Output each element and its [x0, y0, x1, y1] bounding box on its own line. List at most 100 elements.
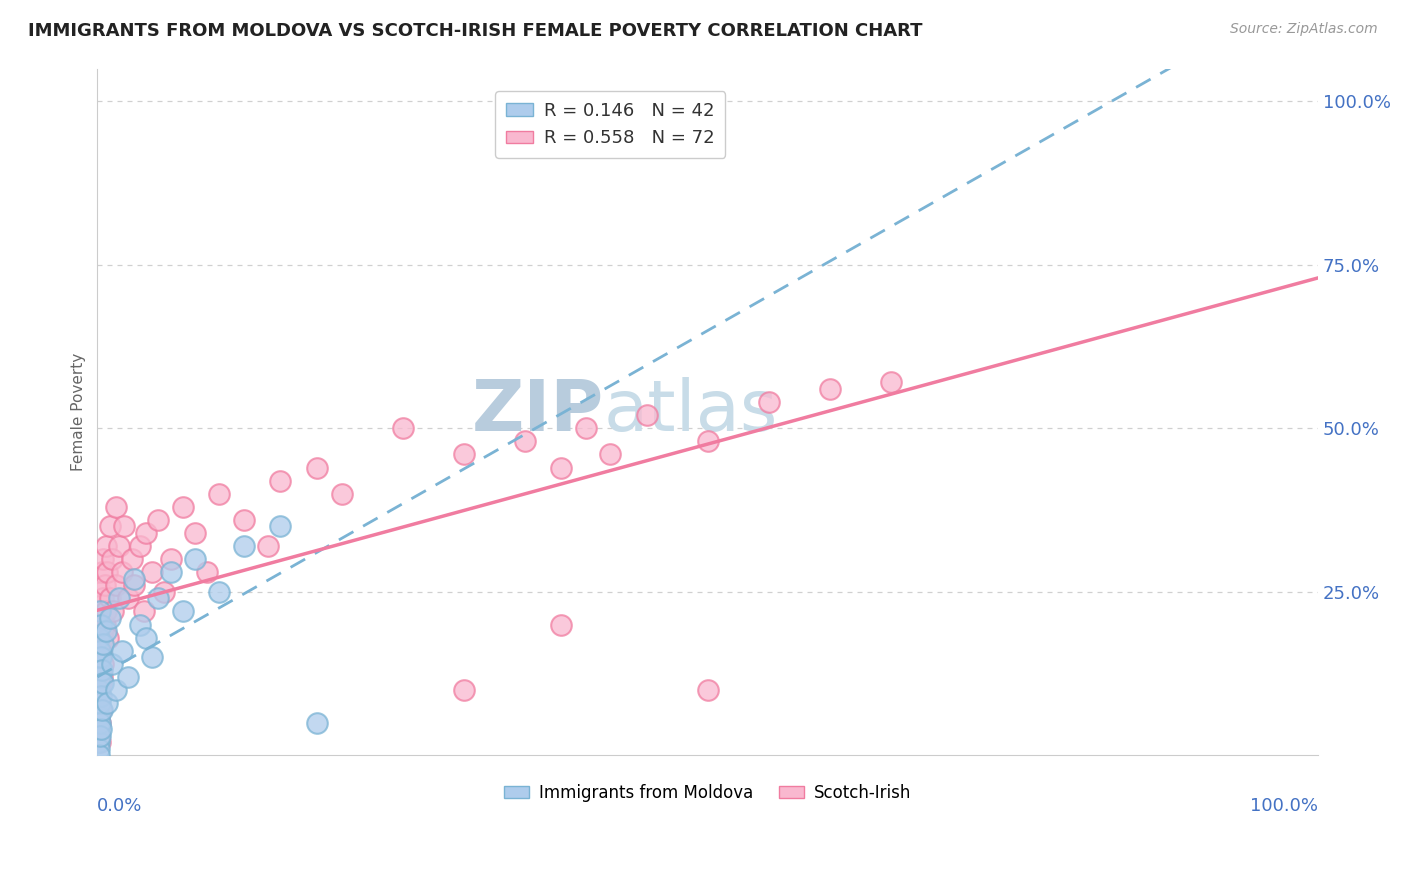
Point — [104, 578, 127, 592]
Point — [453, 682, 475, 697]
Point — [257, 539, 280, 553]
Point — [307, 460, 329, 475]
Point — [87, 735, 110, 749]
Point — [184, 525, 207, 540]
Point — [93, 657, 115, 671]
Point — [89, 715, 111, 730]
Point — [93, 624, 115, 638]
Point — [90, 617, 112, 632]
Point — [98, 611, 121, 625]
Point — [89, 643, 111, 657]
Point — [89, 604, 111, 618]
Point — [90, 617, 112, 632]
Point — [153, 584, 176, 599]
Point — [91, 631, 114, 645]
Point — [184, 552, 207, 566]
Point — [104, 682, 127, 697]
Point — [87, 682, 110, 697]
Point — [97, 631, 120, 645]
Point — [148, 513, 170, 527]
Point — [87, 657, 110, 671]
Text: Source: ZipAtlas.com: Source: ZipAtlas.com — [1230, 22, 1378, 37]
Point — [93, 617, 115, 632]
Point — [232, 513, 254, 527]
Point — [90, 650, 112, 665]
Text: IMMIGRANTS FROM MOLDOVA VS SCOTCH-IRISH FEMALE POVERTY CORRELATION CHART: IMMIGRANTS FROM MOLDOVA VS SCOTCH-IRISH … — [28, 22, 922, 40]
Point — [117, 670, 139, 684]
Legend: Immigrants from Moldova, Scotch-Irish: Immigrants from Moldova, Scotch-Irish — [498, 778, 918, 809]
Point — [89, 715, 111, 730]
Point — [696, 682, 718, 697]
Point — [599, 447, 621, 461]
Point — [101, 552, 124, 566]
Point — [91, 663, 114, 677]
Point — [575, 421, 598, 435]
Point — [111, 643, 134, 657]
Point — [89, 670, 111, 684]
Text: ZIP: ZIP — [472, 377, 605, 446]
Point — [98, 519, 121, 533]
Point — [129, 539, 152, 553]
Point — [129, 617, 152, 632]
Point — [98, 591, 121, 606]
Point — [87, 631, 110, 645]
Point — [89, 696, 111, 710]
Point — [141, 565, 163, 579]
Point — [90, 690, 112, 704]
Point — [103, 604, 125, 618]
Point — [269, 474, 291, 488]
Point — [453, 447, 475, 461]
Point — [132, 604, 155, 618]
Point — [89, 637, 111, 651]
Point — [550, 460, 572, 475]
Point — [818, 382, 841, 396]
Point — [87, 709, 110, 723]
Point — [108, 539, 131, 553]
Point — [513, 434, 536, 449]
Point — [391, 421, 413, 435]
Point — [121, 552, 143, 566]
Point — [696, 434, 718, 449]
Point — [90, 584, 112, 599]
Point — [93, 591, 115, 606]
Point — [550, 617, 572, 632]
Point — [93, 637, 115, 651]
Point — [135, 525, 157, 540]
Point — [208, 486, 231, 500]
Point — [195, 565, 218, 579]
Point — [91, 670, 114, 684]
Point — [141, 650, 163, 665]
Point — [101, 657, 124, 671]
Point — [90, 643, 112, 657]
Point — [122, 578, 145, 592]
Point — [89, 604, 111, 618]
Point — [87, 741, 110, 756]
Point — [87, 722, 110, 736]
Point — [232, 539, 254, 553]
Point — [148, 591, 170, 606]
Point — [117, 591, 139, 606]
Point — [269, 519, 291, 533]
Point — [636, 408, 658, 422]
Point — [87, 709, 110, 723]
Point — [91, 565, 114, 579]
Point — [758, 395, 780, 409]
Point — [89, 663, 111, 677]
Point — [89, 735, 111, 749]
Point — [880, 376, 903, 390]
Point — [93, 676, 115, 690]
Point — [90, 722, 112, 736]
Text: atlas: atlas — [605, 377, 779, 446]
Point — [91, 702, 114, 716]
Point — [96, 696, 118, 710]
Point — [112, 519, 135, 533]
Point — [330, 486, 353, 500]
Point — [208, 584, 231, 599]
Point — [89, 690, 111, 704]
Point — [94, 539, 117, 553]
Point — [96, 565, 118, 579]
Point — [87, 631, 110, 645]
Point — [93, 578, 115, 592]
Y-axis label: Female Poverty: Female Poverty — [72, 353, 86, 471]
Point — [94, 604, 117, 618]
